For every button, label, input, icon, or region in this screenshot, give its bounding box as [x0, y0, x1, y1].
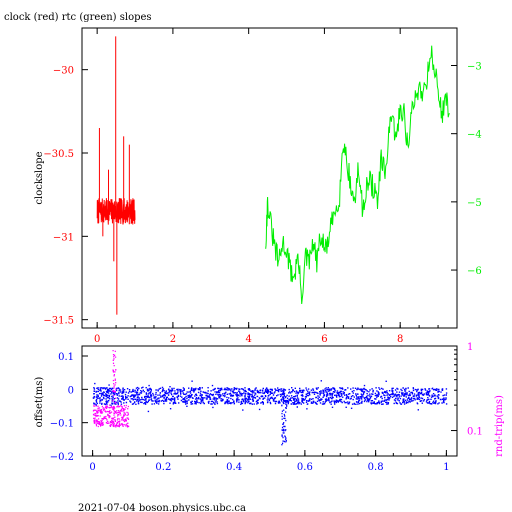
top-y2-tick-label: −6: [467, 266, 482, 277]
bottom-x-axis: 0 0.2 0.4 0.6 0.8 1: [89, 450, 450, 473]
offset-points: [92, 380, 448, 446]
bottom-series: [92, 349, 448, 446]
bottom-panel: 0.10−0.1−0.2 10.1 0 0.2 0.4 0.6 0.8 1 offset(…: [34, 342, 505, 473]
bottom-y-tick-label: −0.1: [50, 419, 74, 430]
top-y-tick-label: −31.5: [43, 316, 74, 327]
top-y2-tick-label: −4: [467, 130, 482, 141]
top-y-tick-label: −30: [53, 66, 74, 77]
bottom-y-tick-label: −0.2: [50, 452, 74, 463]
bottom-y2-tick-label: 1: [467, 342, 473, 353]
bottom-x-tick-label: 0.2: [155, 462, 171, 473]
footer-text: 2021-07-04 boson.physics.ubc.ca: [78, 503, 246, 512]
bottom-left-axis: 0.1 0 −0.1 −0.2: [50, 352, 88, 463]
bottom-y2label: rnd-trip(ms): [494, 395, 505, 457]
top-y2-tick-label: −3: [467, 62, 482, 73]
bottom-x-tick-label: 0.4: [226, 462, 242, 473]
bottom-y-tick-label: 0: [68, 385, 74, 396]
round-trip-points: [92, 349, 130, 428]
top-panel: −30 −30.5 −31 −31.5 −3 −4 −5 −6 0 2 4 6 8 clockslo…: [34, 27, 482, 345]
clock-series-line: [96, 198, 136, 225]
bottom-y-tick-label: 0.1: [58, 352, 74, 363]
bottom-x-tick-label: 0: [89, 462, 95, 473]
top-plot-frame: [81, 27, 458, 329]
top-y-tick-label: −31: [53, 232, 74, 243]
top-series: [96, 36, 450, 315]
top-x-tick-label: 6: [321, 334, 327, 345]
top-left-axis: −30 −30.5 −31 −31.5: [43, 66, 88, 327]
top-ylabel: clockslope: [34, 151, 45, 204]
top-y2-tick-label: −5: [467, 198, 482, 209]
top-x-axis: 0 2 4 6 8: [94, 28, 439, 345]
bottom-y2-tick-label: 0.1: [467, 427, 483, 438]
bottom-right-axis: 10.1: [451, 342, 483, 438]
bottom-x-tick-label: 0.8: [368, 462, 384, 473]
rtc-series-line: [265, 45, 450, 305]
top-right-axis: −3 −4 −5 −6: [451, 62, 482, 277]
bottom-ylabel: offset(ms): [34, 377, 45, 428]
top-y-tick-label: −30.5: [43, 149, 74, 160]
bottom-x-tick-label: 1: [443, 462, 449, 473]
top-x-tick-label: 0: [94, 334, 100, 345]
top-x-tick-label: 8: [397, 334, 403, 345]
top-x-tick-label: 2: [170, 334, 176, 345]
top-x-tick-label: 4: [245, 334, 251, 345]
bottom-x-tick-label: 0.6: [297, 462, 313, 473]
chart-title: clock (red) rtc (green) slopes: [4, 12, 152, 23]
